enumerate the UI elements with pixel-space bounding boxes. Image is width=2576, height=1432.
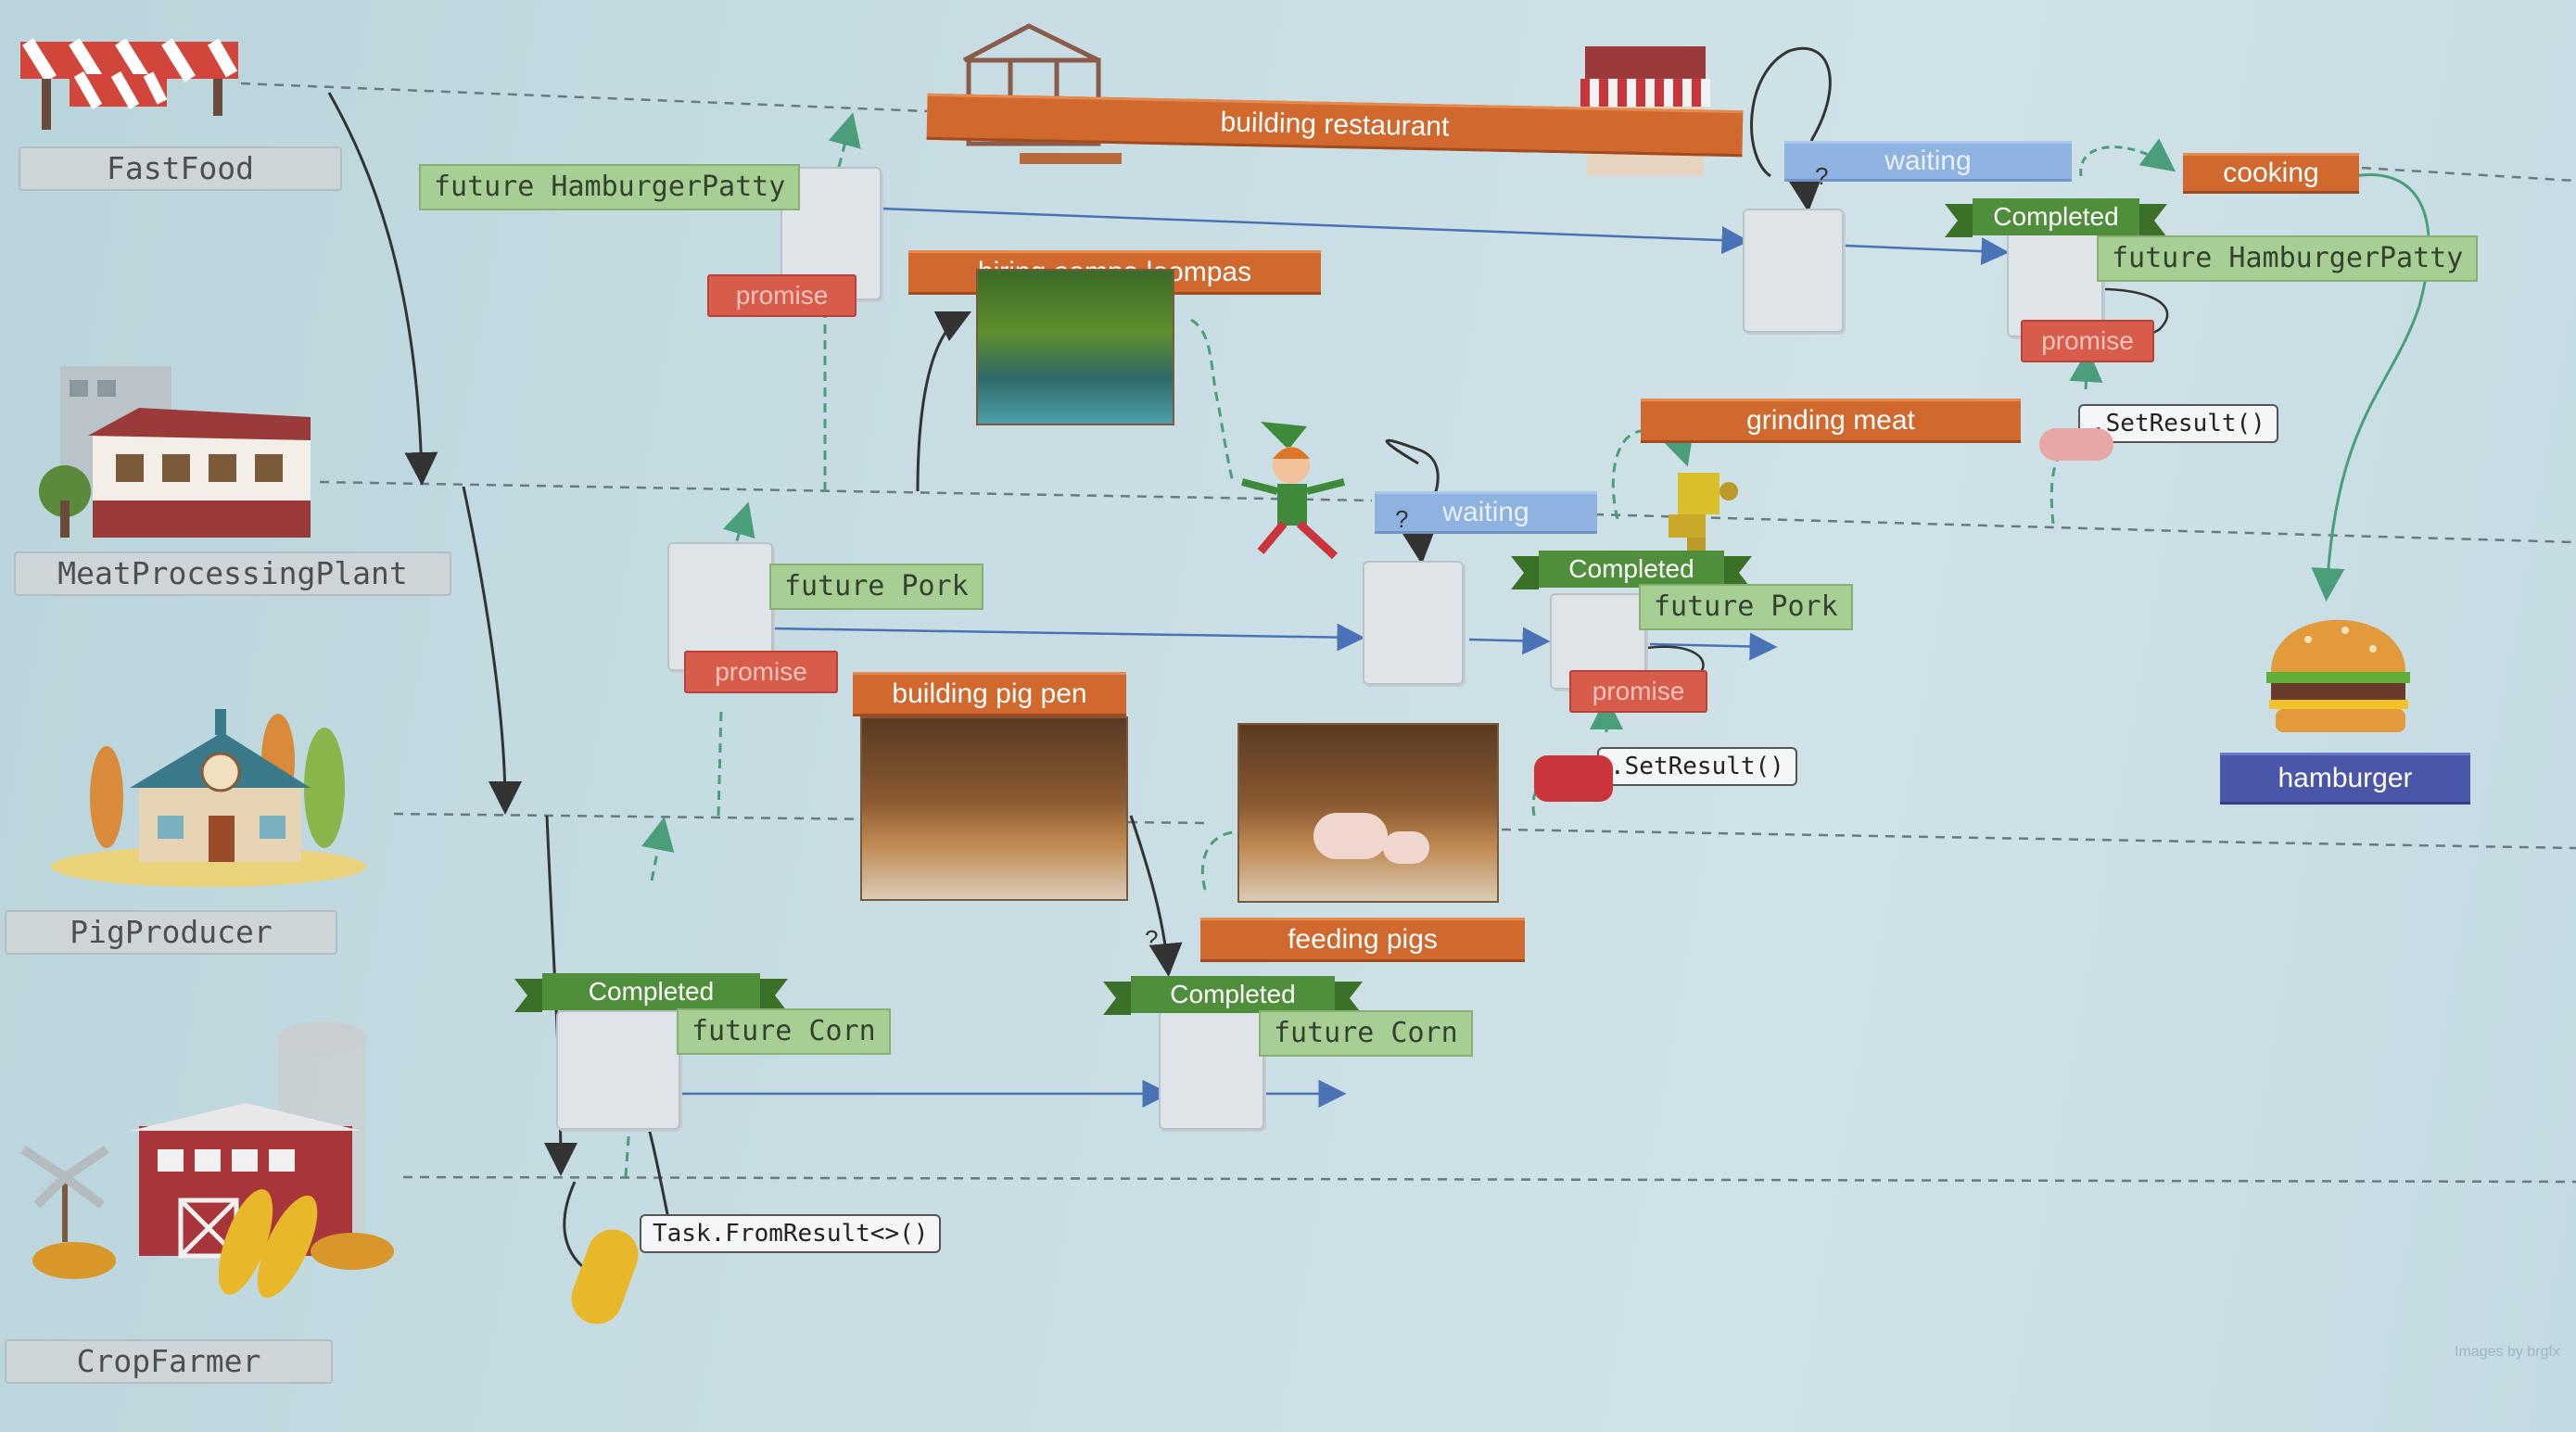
hamburger-ribbon: hamburger (2220, 753, 2470, 805)
future-scroll-patty-2 (1743, 209, 1844, 333)
lane-label-meat-processing-plant: MeatProcessingPlant (14, 551, 451, 596)
meat-plant-icon (39, 366, 311, 538)
image-credit: Images by brgfx (2455, 1344, 2560, 1360)
future-pork-tag-completed: future Pork (1639, 584, 1853, 630)
await-question-mark-1: ? (1815, 162, 1829, 190)
cooking-banner: cooking (2183, 153, 2359, 194)
lane-label-crop-farmer: CropFarmer (5, 1339, 333, 1384)
promise-tag-pork-completed: promise (1569, 670, 1707, 713)
await-question-mark-3: ? (1145, 925, 1159, 953)
promise-tag-patty: promise (707, 274, 857, 317)
pig-pen-empty-scene (860, 716, 1128, 901)
jungle-scene (976, 269, 1174, 425)
future-hamburger-patty-tag: future HamburgerPatty (419, 164, 801, 210)
future-corn-tag-1: future Corn (677, 1008, 891, 1055)
barricade-icon (20, 38, 238, 130)
completed-flag-corn-1: Completed (514, 973, 788, 1012)
future-corn-tag-2: future Corn (1259, 1010, 1473, 1057)
set-result-code-pork: .SetResult() (1597, 747, 1797, 786)
feeding-pigs-banner: feeding pigs (1200, 918, 1525, 962)
elf-worker-icon (1240, 422, 1345, 560)
future-hamburger-patty-tag-completed: future HamburgerPatty (2097, 235, 2479, 282)
grinding-meat-banner: grinding meat (1641, 399, 2021, 443)
completed-flag-pork: Completed (1511, 551, 1752, 589)
pig-icon (1313, 813, 1388, 859)
future-scroll-pork-2 (1363, 561, 1464, 685)
patty-icon (2039, 428, 2113, 461)
hamburger-icon (2266, 619, 2410, 732)
lane-label-fastfood: FastFood (19, 146, 342, 191)
meat-cut-icon (1534, 755, 1613, 802)
piglet-icon (1383, 831, 1429, 864)
pig-farm-icon (51, 709, 366, 887)
building-pig-pen-banner: building pig pen (853, 672, 1126, 716)
completed-flag-corn-2: Completed (1103, 976, 1363, 1015)
waiting-banner-fastfood: waiting (1784, 141, 2072, 182)
lane-label-pig-producer: PigProducer (5, 910, 337, 955)
await-question-mark-2: ? (1395, 505, 1409, 533)
future-scroll-corn-2 (1159, 1010, 1264, 1130)
task-fromresult-code: Task.FromResult<>() (640, 1214, 942, 1253)
promise-tag-pork: promise (684, 651, 838, 693)
future-flow-arrows (681, 207, 2010, 1108)
future-scroll-corn-1 (556, 1010, 680, 1130)
meat-grinder-icon (1669, 473, 1738, 551)
future-pork-tag: future Pork (769, 564, 983, 610)
pig-pen-with-pigs-scene (1237, 723, 1499, 903)
promise-tag-patty-completed: promise (2021, 320, 2154, 362)
lane-separators (240, 82, 2576, 1184)
crop-farm-icon (20, 1021, 394, 1299)
completed-flag-patty: Completed (1945, 198, 2167, 237)
waiting-banner-meat: waiting (1375, 491, 1597, 534)
